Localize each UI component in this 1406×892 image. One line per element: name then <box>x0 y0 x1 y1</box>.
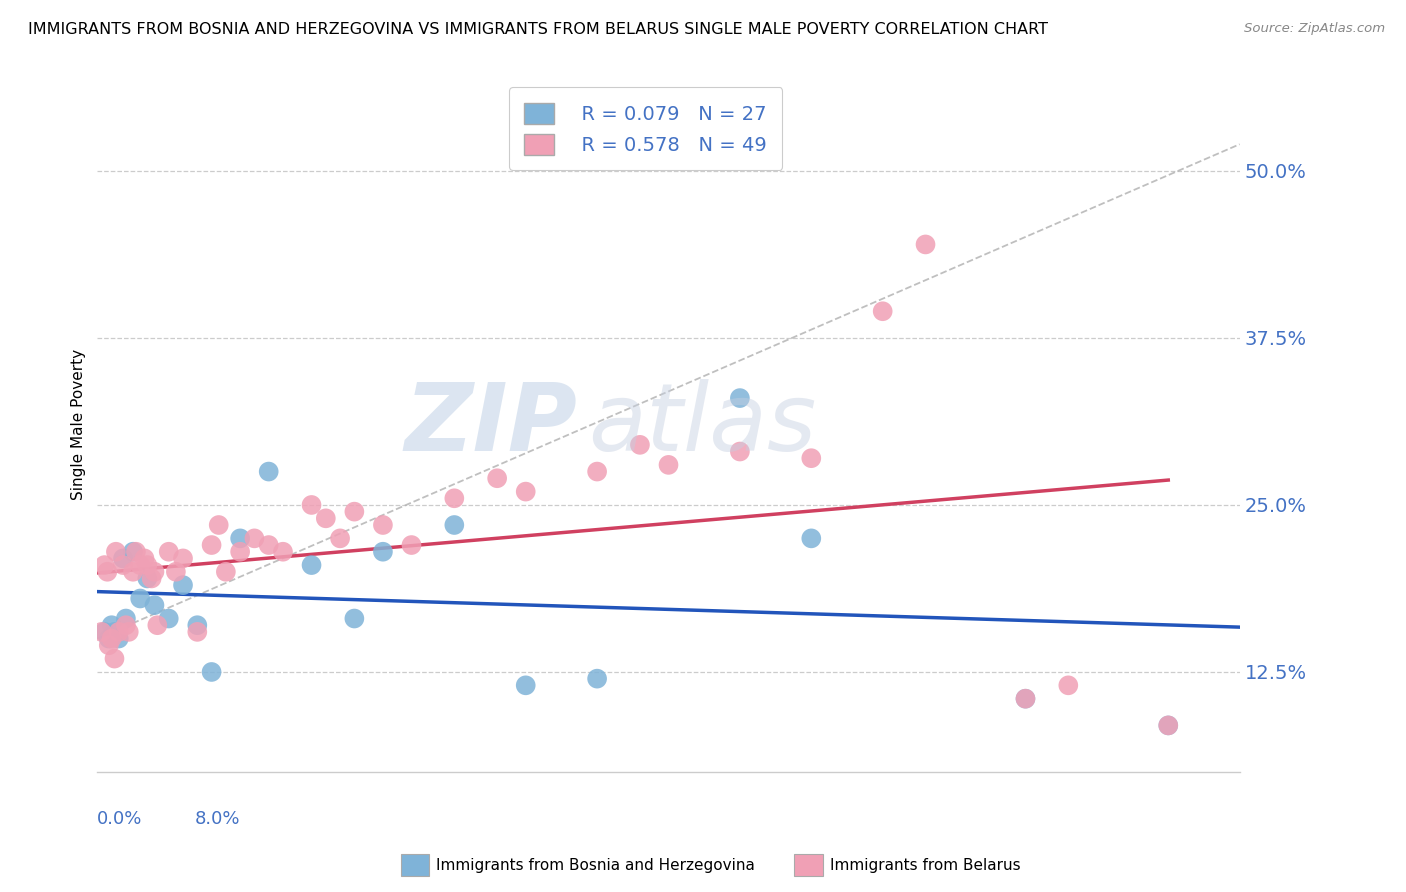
Y-axis label: Single Male Poverty: Single Male Poverty <box>72 350 86 500</box>
Point <box>96 565 118 579</box>
Point <box>172 551 194 566</box>
Point <box>107 632 129 646</box>
Point <box>125 545 148 559</box>
Point <box>371 518 394 533</box>
Point <box>129 591 152 606</box>
Point <box>657 458 679 472</box>
Point <box>1057 678 1080 692</box>
Point <box>165 565 187 579</box>
Text: 8.0%: 8.0% <box>194 810 240 829</box>
Point <box>103 624 125 639</box>
Point <box>515 484 537 499</box>
Point <box>728 391 751 405</box>
Text: Immigrants from Bosnia and Herzegovina: Immigrants from Bosnia and Herzegovina <box>436 858 755 872</box>
Point <box>315 511 337 525</box>
Text: Immigrants from Belarus: Immigrants from Belarus <box>830 858 1021 872</box>
Point <box>800 532 823 546</box>
Point <box>515 678 537 692</box>
Point <box>115 618 138 632</box>
Point <box>1014 691 1036 706</box>
Point <box>586 672 609 686</box>
Point <box>271 545 294 559</box>
Point <box>186 624 208 639</box>
Point <box>141 571 163 585</box>
Point <box>200 665 222 679</box>
Point <box>112 551 135 566</box>
Point <box>186 618 208 632</box>
Point <box>112 558 135 573</box>
Point <box>143 598 166 612</box>
Point <box>93 558 115 573</box>
Point <box>257 465 280 479</box>
Point <box>97 632 120 646</box>
Point <box>401 538 423 552</box>
Point <box>301 498 323 512</box>
Point <box>146 618 169 632</box>
Point <box>107 624 129 639</box>
Point <box>486 471 509 485</box>
Point <box>443 491 465 506</box>
Point <box>104 545 127 559</box>
Point <box>229 532 252 546</box>
Point <box>200 538 222 552</box>
Text: atlas: atlas <box>589 379 817 470</box>
Point <box>100 632 122 646</box>
Point <box>443 518 465 533</box>
Point <box>872 304 894 318</box>
Point <box>97 638 120 652</box>
Point <box>115 611 138 625</box>
Point <box>208 518 231 533</box>
Point <box>215 565 238 579</box>
Point <box>1157 718 1180 732</box>
Point <box>143 565 166 579</box>
Point <box>229 545 252 559</box>
Legend:   R = 0.079   N = 27,   R = 0.578   N = 49: R = 0.079 N = 27, R = 0.578 N = 49 <box>509 87 783 170</box>
Text: 0.0%: 0.0% <box>97 810 143 829</box>
Point <box>1014 691 1036 706</box>
Point <box>129 558 152 573</box>
Point <box>136 558 159 573</box>
Point <box>103 651 125 665</box>
Point <box>800 451 823 466</box>
Point <box>343 611 366 625</box>
Point <box>257 538 280 552</box>
Point <box>728 444 751 458</box>
Point <box>586 465 609 479</box>
Point <box>301 558 323 573</box>
Point <box>122 565 145 579</box>
Point <box>134 551 156 566</box>
Point <box>157 545 180 559</box>
Text: ZIP: ZIP <box>405 379 576 471</box>
Point <box>914 237 936 252</box>
Point <box>329 532 352 546</box>
Point <box>90 624 112 639</box>
Point <box>371 545 394 559</box>
Point <box>1157 718 1180 732</box>
Point <box>136 571 159 585</box>
Text: Source: ZipAtlas.com: Source: ZipAtlas.com <box>1244 22 1385 36</box>
Point <box>118 624 141 639</box>
Point <box>628 438 651 452</box>
Point <box>122 545 145 559</box>
Text: IMMIGRANTS FROM BOSNIA AND HERZEGOVINA VS IMMIGRANTS FROM BELARUS SINGLE MALE PO: IMMIGRANTS FROM BOSNIA AND HERZEGOVINA V… <box>28 22 1047 37</box>
Point <box>172 578 194 592</box>
Point <box>93 624 115 639</box>
Point <box>343 505 366 519</box>
Point <box>243 532 266 546</box>
Point <box>157 611 180 625</box>
Point <box>100 618 122 632</box>
